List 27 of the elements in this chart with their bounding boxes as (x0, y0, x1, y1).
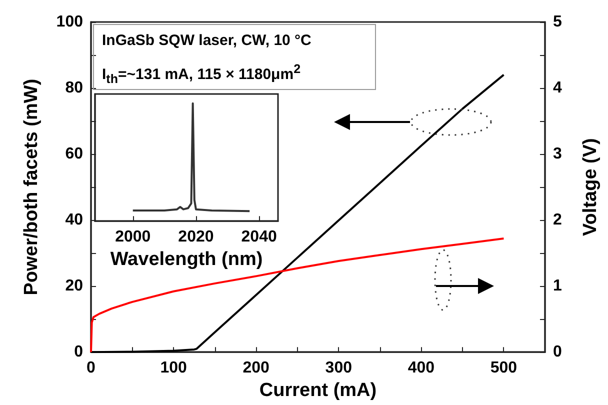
y2-tick-label: 2 (553, 212, 562, 229)
x-tick-label: 200 (242, 360, 270, 377)
annotation: InGaSb SQW laser, CW, 10 °C (102, 31, 312, 51)
x-tick-label: 100 (160, 360, 187, 377)
y2-tick-label: 4 (553, 80, 562, 97)
y-tick-label: 80 (65, 80, 84, 97)
y2-tick-label: 0 (553, 344, 562, 361)
x-tick-label: 0 (86, 360, 96, 377)
x-tick-label: 300 (325, 360, 352, 377)
y-tick-label: 0 (74, 344, 84, 361)
y2-tick-label: 3 (553, 146, 562, 163)
y2-axis-title: Voltage (V) (580, 138, 601, 236)
x-tick-label: 400 (408, 360, 435, 377)
y-axis-title: Power/both facets (mW) (21, 78, 42, 296)
y-tick-label: 100 (56, 14, 84, 30)
x-axis-title: Current (mA) (259, 380, 377, 401)
y-tick-label: 60 (65, 146, 84, 163)
y2-tick-label: 1 (553, 278, 562, 295)
annotation: I$_{th}$=~131 mA, 115 × 1180μm$^{2}$ (102, 61, 302, 88)
x-tick-label: 2000 (115, 228, 151, 246)
x-axis-title: Wavelength (nm) (110, 249, 263, 270)
y-tick-label: 40 (65, 212, 84, 229)
x-tick-label: 500 (490, 360, 518, 377)
x-tick-label: 2020 (178, 228, 214, 246)
y-tick-label: 20 (65, 278, 84, 295)
y2-tick-label: 5 (553, 14, 562, 30)
x-tick-label: 2040 (241, 228, 277, 246)
